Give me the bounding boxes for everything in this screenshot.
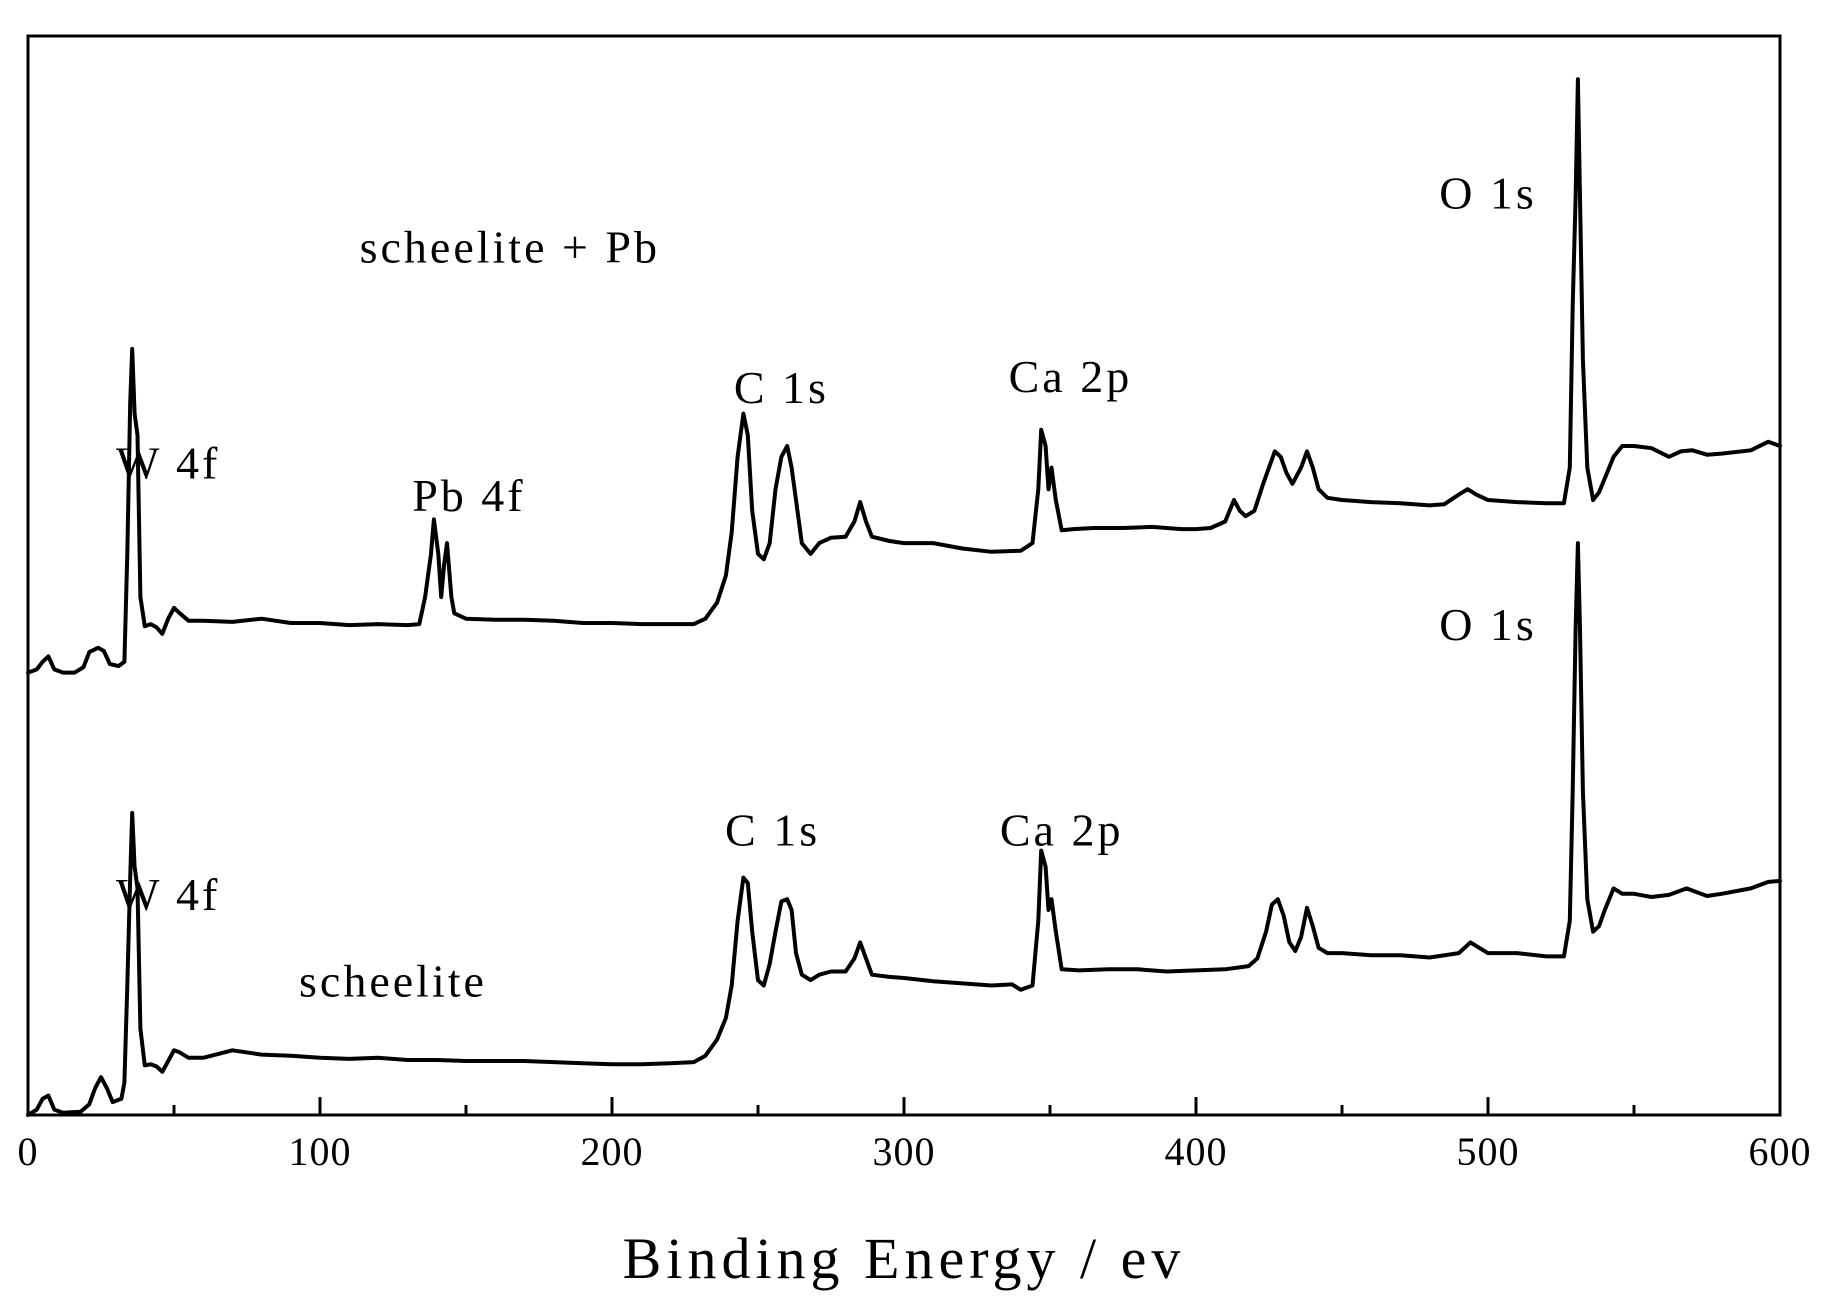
x-tick-label: 500 [1457,1129,1520,1174]
x-tick-label: 300 [873,1129,936,1174]
x-tick-label: 200 [581,1129,644,1174]
x-axis-label: Binding Energy / ev [623,1226,1186,1291]
x-axis-tick-labels: 0 100 200 300 400 500 600 [18,1129,1812,1174]
peak-label: Pb 4f [412,470,525,521]
x-tick-label: 100 [289,1129,352,1174]
peak-label: W 4f [116,437,220,488]
peak-label: O 1s [1439,168,1537,219]
series-line-scheelite [26,541,1782,1117]
peak-label: scheelite + Pb [360,222,660,273]
peak-label: W 4f [116,869,220,920]
peak-label: C 1s [725,804,820,855]
peak-label: C 1s [734,362,829,413]
series-layer [26,77,1782,1117]
x-axis-ticks [26,1097,1782,1115]
peak-label: Ca 2p [1000,804,1124,855]
x-tick-label: 600 [1749,1129,1812,1174]
peak-label: scheelite [299,955,487,1006]
series-line-scheelite-pb [26,77,1782,675]
peak-label: O 1s [1439,599,1537,650]
x-tick-label: 0 [18,1129,39,1174]
peak-label: Ca 2p [1009,351,1133,402]
x-tick-label: 400 [1165,1129,1228,1174]
peak-annotations: scheelite + Pb W 4f Pb 4f C 1s Ca 2p O 1s O 1s… [116,168,1537,1007]
